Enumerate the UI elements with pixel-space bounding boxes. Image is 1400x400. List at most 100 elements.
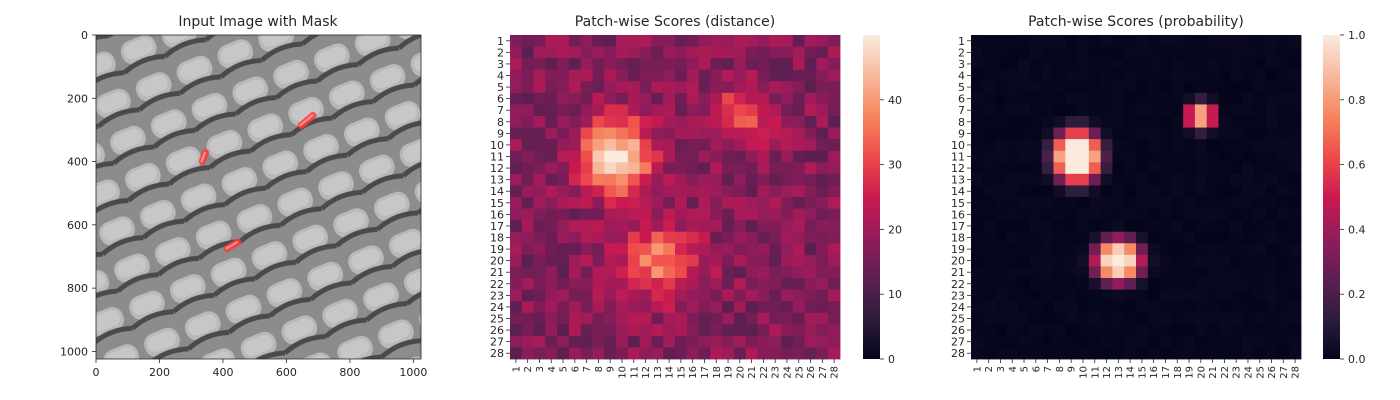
heatmap-cell [1006,185,1019,198]
heatmap-cell [521,335,534,348]
x-tick-label: 800 [339,366,360,379]
colorbar-ticks: 0.00.20.40.60.81.0 [1340,29,1366,366]
heatmap-cell [1230,35,1243,47]
heatmap-cell [686,278,699,290]
heatmap-cell [1265,35,1278,47]
heatmap-cell [568,46,582,59]
heatmap-cell [675,173,688,186]
heatmap-cell [792,81,806,94]
heatmap-cell [1183,58,1196,71]
heatmap-cell [627,197,641,209]
heatmap-cell [1077,231,1090,244]
heatmap-cell [828,312,841,325]
heatmap-cell [1171,220,1184,233]
heatmap-cell [1159,173,1172,186]
heatmap-cell [710,289,723,302]
y-tick-label: 2 [497,46,504,59]
heatmap-cell [1183,289,1196,302]
heatmap-cell [580,335,593,348]
heatmap-cell [1136,197,1149,209]
heatmap-cell [1100,301,1113,314]
heatmap-cell [568,335,582,348]
heatmap-cell [1171,301,1184,314]
heatmap-cell [1053,127,1066,140]
y-tick-label: 28 [951,347,965,360]
heatmap-cell [557,127,570,140]
heatmap-cell [971,162,984,175]
heatmap-cell [1194,278,1208,290]
heatmap-cell [792,92,806,105]
heatmap-cell [994,127,1007,140]
heatmap-cell [804,289,817,302]
heatmap-cell [1053,197,1066,209]
heatmap-cell [792,173,806,186]
heatmap-cell [651,127,664,140]
heatmap-cell [663,150,676,163]
x-tick-label: 1 [511,366,522,372]
y-tick-label: 19 [490,243,504,256]
heatmap-cell [757,301,770,314]
heatmap-cell [1265,173,1278,186]
y-tick-label: 9 [958,127,965,140]
heatmap-cell [1171,208,1184,221]
heatmap-cell [1053,116,1066,128]
heatmap-cell [1289,127,1302,140]
heatmap-cell [816,173,829,186]
heatmap-cell [1242,46,1255,59]
heatmap-cell [1171,58,1184,71]
heatmap-cell [616,46,629,59]
heatmap-cell [1100,347,1113,360]
heatmap-cell [510,173,523,186]
heatmap-cell [1041,254,1054,267]
heatmap-cell [1242,278,1255,290]
heatmap-cell [510,220,523,233]
heatmap-cell [1088,81,1102,94]
heatmap-cell [792,104,806,117]
heatmap-cell [1018,312,1031,325]
heatmap-cell [1265,220,1278,233]
heatmap-cell [792,324,806,337]
heatmap-cell [722,162,735,175]
heatmap-cell [1029,46,1043,59]
heatmap-cell [651,104,664,117]
y-tick-label: 600 [67,219,88,232]
heatmap-cell [1230,150,1243,163]
heatmap-cell [580,127,593,140]
heatmap-cell [1265,289,1278,302]
heatmap-cell [792,35,806,47]
heatmap-cell [1218,278,1231,290]
y-tick-label: 1000 [60,345,88,358]
heatmap-cell [1112,347,1125,360]
heatmap-cell [568,324,582,337]
heatmap-cell [1183,150,1196,163]
heatmap-cell [971,324,984,337]
heatmap-cell [627,46,641,59]
heatmap-cell [982,92,995,105]
heatmap-cell [1053,254,1066,267]
heatmap-cell [580,208,593,221]
heatmap-cell [568,162,582,175]
x-tick-label: 26 [1267,366,1278,379]
image-area [96,35,421,359]
heatmap-cell [1147,116,1160,128]
heatmap-cell [1242,173,1255,186]
heatmap-cell [639,254,652,267]
heatmap-cell [769,69,782,82]
heatmap-cell [1112,208,1125,221]
heatmap-cell [568,185,582,198]
heatmap-cell [686,139,699,152]
heatmap-cell [592,162,605,175]
heatmap-cell [698,69,711,82]
heatmap-cell [1088,116,1102,128]
x-tick-label: 7 [1043,366,1054,372]
heatmap-cell [521,185,534,198]
x-tick-label: 26 [806,366,817,379]
heatmap-cell [533,231,546,244]
heatmap-cell [686,92,699,105]
heatmap-cell [616,197,629,209]
heatmap-cell [1242,104,1255,117]
heatmap-cell [1029,150,1043,163]
heatmap-cell [675,162,688,175]
heatmap-cell [545,197,558,209]
heatmap-cell [971,92,984,105]
